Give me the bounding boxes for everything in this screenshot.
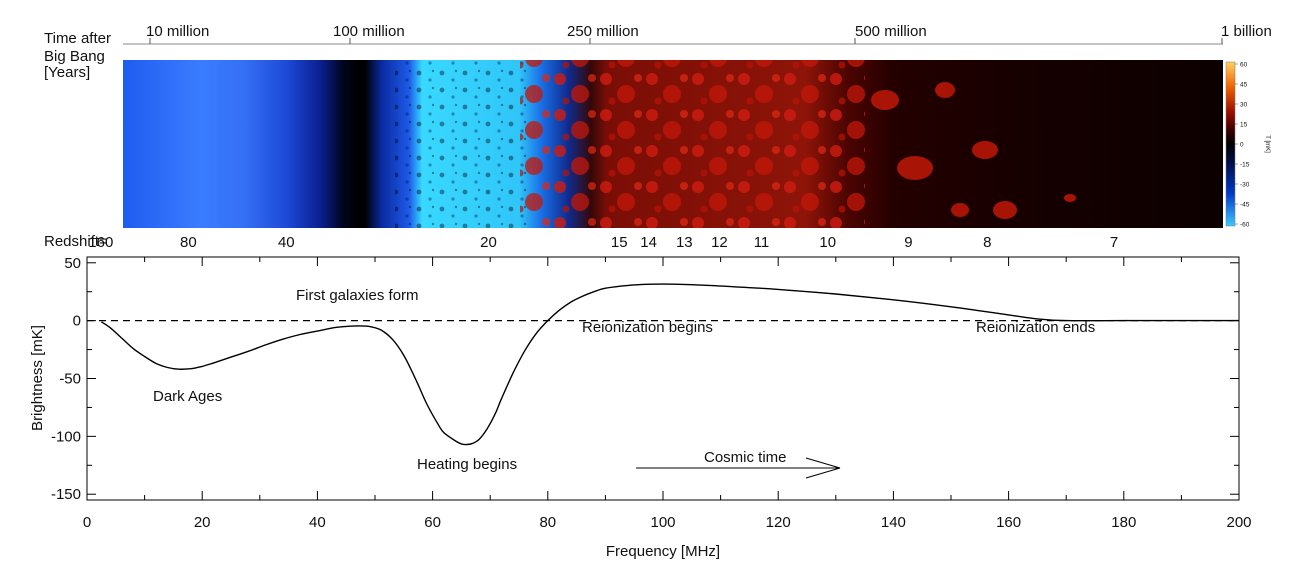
y-tick-label: -150: [51, 486, 81, 503]
x-tick-label: 100: [650, 514, 675, 531]
x-tick-label: 120: [766, 514, 791, 531]
simulation-strip: [123, 60, 1223, 228]
plot-frame: [86, 256, 1240, 501]
time-tick-1-billion: 1 billion: [1221, 23, 1272, 40]
time-tick-100-million: 100 million: [333, 23, 405, 40]
time-tick-250-million: 250 million: [567, 23, 639, 40]
y-tick-label: -100: [51, 428, 81, 445]
annotation-first-galaxies: First galaxies form: [296, 287, 419, 304]
redshift-tick-label: 9: [904, 234, 912, 251]
annotation-heating-begins: Heating begins: [417, 456, 517, 473]
time-tick-10-million: 10 million: [146, 23, 209, 40]
brightness-curve: [100, 283, 1239, 446]
colorbar-label: T [mK]: [1264, 135, 1270, 153]
x-tick-label: 40: [309, 514, 326, 531]
colorbar-tick-label: 45: [1240, 82, 1248, 89]
redshift-tick-label: 12: [711, 234, 728, 251]
redshift-tick-label: 7: [1110, 234, 1118, 251]
top-time-axis: Time after Big Bang [Years] 10 million 1…: [44, 23, 1272, 81]
brightness-chart: 0 20 40 60 80 100 120 140 160 180 200 50 0 -50 -100 -1…: [29, 255, 1252, 560]
colorbar-tick-label: 15: [1240, 122, 1248, 129]
redshift-tick-label: 80: [180, 234, 197, 251]
colorbar-tick-label: -45: [1240, 202, 1250, 209]
redshift-axis-label: Redshift=: [44, 233, 108, 250]
redshift-tick-label: 20: [480, 234, 497, 251]
redshift-tick-label: 14: [640, 234, 657, 251]
x-tick-label: 140: [881, 514, 906, 531]
redshift-tick-label: 13: [676, 234, 693, 251]
y-tick-label: 50: [64, 255, 81, 272]
colorbar-tick-label: -30: [1240, 182, 1250, 189]
y-axis-label: Brightness [mK]: [29, 325, 46, 431]
annotation-reionization-begins: Reionization begins: [582, 319, 713, 336]
x-tick-label: 0: [83, 514, 91, 531]
redshift-tick-label: 160: [88, 234, 113, 251]
x-tick-label: 20: [194, 514, 211, 531]
annotation-dark-ages: Dark Ages: [153, 388, 222, 405]
annotation-cosmic-time: Cosmic time: [704, 449, 787, 466]
y-tick-label: -50: [59, 371, 81, 388]
time-axis-label-line-1: Time after: [44, 30, 111, 47]
redshift-tick-label: 11: [754, 234, 770, 251]
colorbar-tick-label: 30: [1240, 102, 1248, 109]
time-axis-label-line-3: [Years]: [44, 64, 90, 81]
time-tick-500-million: 500 million: [855, 23, 927, 40]
x-tick-label: 180: [1111, 514, 1136, 531]
colorbar-tick-label: 0: [1240, 142, 1244, 149]
colorbar-tick-label: 60: [1240, 62, 1248, 69]
colorbar-tick-label: -60: [1240, 222, 1250, 229]
y-tick-label: 0: [73, 313, 81, 330]
redshift-tick-label: 10: [819, 234, 836, 251]
x-tick-label: 160: [996, 514, 1021, 531]
annotation-reionization-ends: Reionization ends: [976, 319, 1095, 336]
x-tick-label: 60: [424, 514, 441, 531]
colorbar: 60 45 30 15 0 -15 -30 -45 -60 T [mK]: [1225, 62, 1270, 229]
x-tick-label: 200: [1226, 514, 1251, 531]
redshift-axis: Redshift= 160 80 40 20 15 14 13 12 11 10 9 8 7: [44, 233, 1118, 251]
time-axis-label-line-2: Big Bang: [44, 48, 105, 65]
redshift-tick-label: 15: [611, 234, 628, 251]
redshift-tick-label: 8: [983, 234, 991, 251]
x-tick-label: 80: [539, 514, 556, 531]
colorbar-tick-label: -15: [1240, 162, 1250, 169]
redshift-tick-label: 40: [278, 234, 295, 251]
time-axis-label: Time after Big Bang [Years]: [44, 30, 115, 81]
x-axis-label: Frequency [MHz]: [606, 543, 720, 560]
cosmic-time-arrow: [636, 457, 841, 479]
